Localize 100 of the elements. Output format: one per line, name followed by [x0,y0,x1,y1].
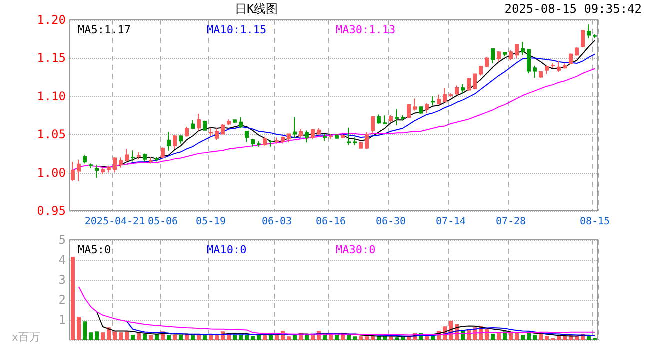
y-axis-title: x百万 [12,331,41,344]
bar [83,322,87,340]
bar [269,335,273,340]
candlestick [383,115,387,124]
candlestick [407,104,411,118]
candlestick [575,47,579,56]
candlestick [509,50,513,61]
y-tick-label: 1.05 [37,128,66,142]
candlestick [161,147,165,159]
bar [95,332,99,340]
candlestick [569,53,573,65]
candlestick [497,50,501,63]
candlestick [143,153,147,162]
bar [137,333,141,340]
bar [521,335,525,340]
candlestick [245,131,249,143]
candlestick [257,140,261,148]
candlestick [527,49,531,74]
bar [305,335,309,340]
candlestick [515,44,519,59]
text: MA30:1.13 [336,24,396,36]
candlestick [593,34,597,39]
bar [191,335,195,340]
candlestick [155,156,159,162]
candlestick [251,138,255,148]
chart-subtitle: 2025-08-15 09:35:42 [504,2,642,16]
y-tick-label: 0.95 [37,204,66,218]
candlestick [137,152,141,160]
x-tick-label: 08-15 [580,216,610,228]
bar [335,335,339,340]
candlestick [581,30,585,48]
candlestick [473,74,477,90]
x-tick-label: 07-14 [436,216,466,228]
bar [497,333,501,340]
candlestick [269,140,273,148]
chart-title: 日K线图 [235,2,278,16]
candlestick [263,136,267,147]
bar [365,336,369,340]
bar [353,336,357,340]
candlestick [587,24,591,39]
candlestick [395,108,399,126]
bar [119,332,123,340]
candlestick [191,120,195,130]
bar [149,335,153,340]
candlestick [425,102,429,114]
candlestick [125,148,129,162]
candlestick [557,60,561,72]
x-tick-label: 06-30 [376,216,406,228]
bar [245,335,249,340]
candlestick [377,114,381,124]
candlestick [293,116,297,139]
candlestick [227,118,231,126]
candlestick [347,127,351,146]
candlestick [89,163,93,169]
bar [143,334,147,340]
bar [545,336,549,340]
candlestick [167,131,171,152]
y-tick-label: 3 [58,273,66,287]
candlestick [443,87,447,104]
bar [557,336,561,340]
text: MA10:0 [207,244,247,256]
candlestick [335,134,339,140]
y-tick-label: 5 [58,233,66,247]
candlestick [461,84,465,95]
x-tick-label: 06-03 [262,216,292,228]
bar [131,335,135,340]
candlestick [341,134,345,139]
candlestick [551,63,555,69]
candlestick [95,164,99,179]
text: MA10:1.15 [207,24,267,36]
bar [587,336,591,340]
bar [71,257,75,340]
candlestick [545,65,549,75]
candlestick [83,154,87,164]
candlestick [209,127,213,137]
bar [197,335,201,340]
y-tick-label: 2 [58,293,66,307]
candlestick [185,126,189,138]
bar [203,335,207,340]
bar [263,335,267,340]
candlestick [533,65,537,79]
x-tick-label: 06-16 [316,216,346,228]
x-tick-label: 05-06 [148,216,178,228]
bar [101,332,105,340]
candlestick [317,128,321,136]
candlestick [287,133,291,144]
bar [107,328,111,340]
candlestick [281,136,285,144]
candlestick [413,98,417,112]
candlestick [563,63,567,70]
candlestick [449,92,453,98]
candlestick [107,165,111,174]
x-tick-label: 07-28 [496,216,526,228]
bar [173,335,177,340]
candlestick [275,137,279,144]
y-tick-label: 1.00 [37,166,66,180]
candlestick [203,120,207,132]
candlestick [431,96,435,106]
candlestick [353,137,357,146]
candlestick [503,52,507,58]
